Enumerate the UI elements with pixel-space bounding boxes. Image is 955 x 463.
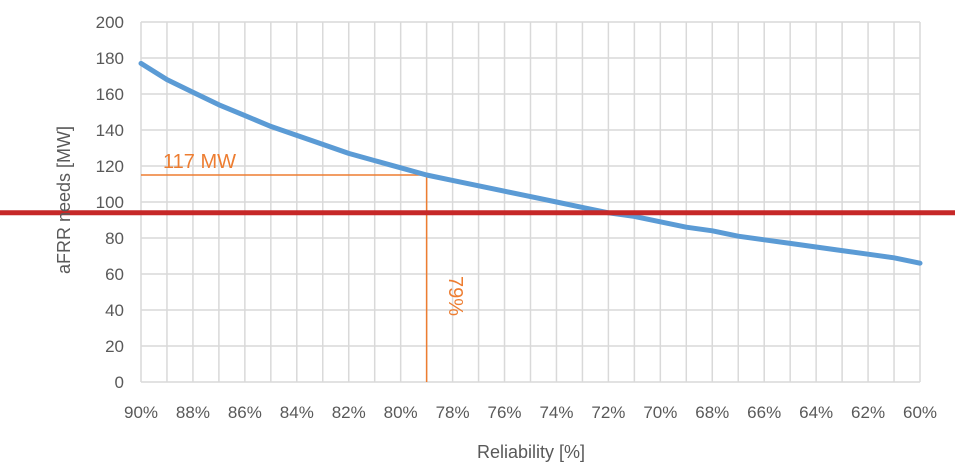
y-axis-ticks: 0 20 40 60 80 100 120 140 160 180 200 [96, 13, 124, 392]
series-layer [138, 60, 923, 266]
percent-annotation: 79% [444, 276, 466, 316]
y-tick-label: 60 [105, 265, 124, 284]
x-tick-label: 74% [539, 403, 573, 422]
x-tick-label: 66% [747, 403, 781, 422]
x-tick-label: 78% [436, 403, 470, 422]
y-tick-label: 200 [96, 13, 124, 32]
x-tick-label: 76% [488, 403, 522, 422]
x-tick-label: 80% [384, 403, 418, 422]
x-tick-label: 62% [851, 403, 885, 422]
x-tick-label: 68% [695, 403, 729, 422]
x-tick-label: 60% [903, 403, 937, 422]
x-tick-label: 90% [124, 403, 158, 422]
grid [140, 21, 921, 383]
y-axis-title: aFRR needs [MW] [54, 126, 74, 274]
x-tick-label: 88% [176, 403, 210, 422]
x-axis-title: Reliability [%] [477, 442, 585, 462]
y-tick-label: 160 [96, 85, 124, 104]
mw-annotation: 117 MW [163, 151, 236, 173]
x-axis-ticks: 90% 88% 86% 84% 82% 80% 78% 76% 74% 72% 70% 68% 66% 6… [124, 403, 937, 422]
y-tick-label: 100 [96, 193, 124, 212]
x-tick-label: 64% [799, 403, 833, 422]
y-tick-label: 140 [96, 121, 124, 140]
x-tick-label: 86% [228, 403, 262, 422]
x-tick-label: 72% [591, 403, 625, 422]
x-tick-label: 82% [332, 403, 366, 422]
annotation-guides [141, 174, 428, 382]
y-tick-label: 0 [115, 373, 124, 392]
x-tick-label: 70% [643, 403, 677, 422]
y-tick-label: 180 [96, 49, 124, 68]
y-tick-label: 80 [105, 229, 124, 248]
y-tick-label: 120 [96, 157, 124, 176]
x-tick-label: 84% [280, 403, 314, 422]
series-line [138, 60, 923, 266]
y-tick-label: 20 [105, 337, 124, 356]
y-tick-label: 40 [105, 301, 124, 320]
